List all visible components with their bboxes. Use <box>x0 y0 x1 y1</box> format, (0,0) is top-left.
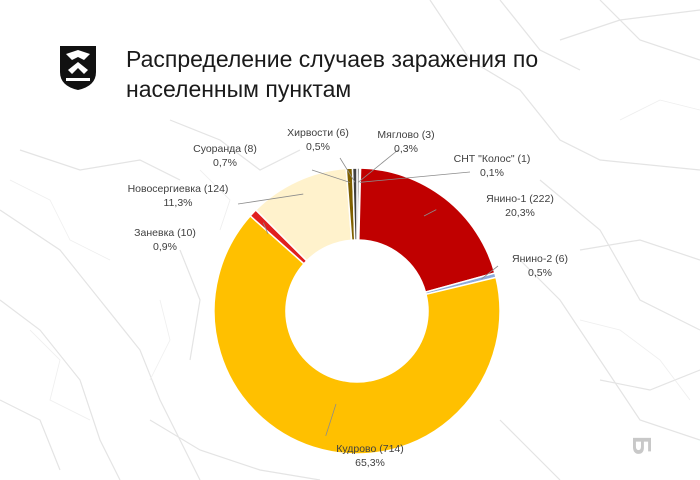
data-label-percent-снт-колос: 0,1% <box>480 167 504 179</box>
data-label-name-суоранда: Суоранда (8) <box>193 143 257 155</box>
leader-line-янино-2 <box>481 265 499 280</box>
leader-line-снт-колос <box>359 171 471 183</box>
data-label-name-янино-2: Янино-2 (6) <box>512 253 568 265</box>
data-label-percent-заневка: 0,9% <box>153 241 177 253</box>
slice-янино-1 <box>358 167 496 294</box>
corner-glyph: Б <box>626 436 657 455</box>
leader-line-суоранда <box>311 169 351 183</box>
data-label-name-хирвости: Хирвости (6) <box>287 127 349 139</box>
data-label-percent-кудрово: 65,3% <box>355 457 385 469</box>
leader-line-новосергиевка <box>237 193 304 205</box>
slice-хирвости <box>351 167 358 241</box>
data-label-percent-новосергиевка: 11,3% <box>164 197 193 209</box>
data-label-name-снт-колос: СНТ "Колос" (1) <box>454 153 531 165</box>
leader-line-мяглово <box>357 149 399 183</box>
data-label-percent-мяглово: 0,3% <box>394 143 418 155</box>
leader-line-хирвости <box>339 157 356 183</box>
slice-кудрово <box>213 214 501 455</box>
data-label-percent-янино-2: 0,5% <box>528 267 552 279</box>
data-label-name-янино-1: Янино-1 (222) <box>486 193 554 205</box>
leader-line-янино-1 <box>423 209 437 217</box>
data-label-name-новосергиевка: Новосергиевка (124) <box>128 183 229 195</box>
data-label-percent-хирвости: 0,5% <box>306 141 330 153</box>
data-label-name-заневка: Заневка (10) <box>134 227 196 239</box>
leader-line-заневка <box>263 222 269 235</box>
data-label-name-мяглово: Мяглово (3) <box>377 129 434 141</box>
leader-line-кудрово <box>325 403 337 436</box>
page-title-line-2: населенным пунктам <box>126 76 352 102</box>
data-label-percent-янино-1: 20,3% <box>505 207 535 219</box>
data-label-name-кудрово: Кудрово (714) <box>336 443 404 455</box>
data-label-percent-суоранда: 0,7% <box>213 157 237 169</box>
coat-of-arms-icon <box>60 46 96 90</box>
page-title-line-1: Распределение случаев заражения по <box>126 46 539 72</box>
